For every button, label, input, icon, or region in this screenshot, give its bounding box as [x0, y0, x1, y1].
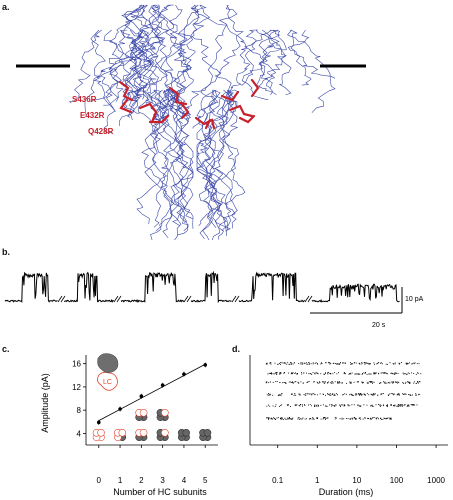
subunit-composition-icons — [92, 408, 212, 442]
y-tick-label: 12 — [72, 383, 81, 392]
scale-label-time: 20 s — [372, 322, 386, 329]
panel-label-a: a. — [2, 2, 10, 12]
channel-icon — [135, 408, 148, 422]
lc-subunit — [161, 408, 169, 417]
mutation-label-s436r: S436R — [72, 95, 97, 104]
panel-label-d: d. — [232, 344, 240, 354]
lc-subunit — [139, 408, 148, 417]
hc-subunit — [203, 428, 212, 437]
scale-label-current: 10 pA — [405, 296, 424, 303]
x-tick-label: 0.1 — [272, 476, 284, 485]
amplitude-level-events — [266, 393, 421, 396]
panel-label-c: c. — [2, 344, 10, 354]
x-tick-label: 1 — [315, 476, 320, 485]
protein-structure-figure — [16, 4, 366, 240]
amplitude-level-events — [266, 404, 418, 407]
lc-subunit — [118, 428, 127, 437]
x-tick-label: 4 — [182, 476, 187, 485]
channel-icon — [156, 428, 169, 442]
x-tick-label: 5 — [203, 476, 208, 485]
fit-line — [98, 363, 206, 421]
channel-icon — [156, 408, 169, 422]
hc-subunit — [182, 428, 190, 437]
x-tick-label: 100 — [390, 476, 404, 485]
amplitude-level-events — [267, 372, 422, 375]
x-tick-label: 1000 — [427, 476, 445, 485]
lc-subunit — [161, 428, 169, 437]
lc-inset-label: LC — [103, 379, 112, 386]
panel-label-b: b. — [2, 247, 10, 257]
current-trace — [4, 270, 400, 304]
hc-channel-inset — [97, 353, 119, 373]
channel-icon — [177, 428, 190, 442]
channel-icon — [135, 428, 148, 442]
x-tick-label: 3 — [160, 476, 165, 485]
mutation-label-e432r: E432R — [80, 111, 105, 120]
channel-icon — [199, 428, 212, 442]
amplitude-chart-marks — [96, 362, 208, 425]
protein-backbone — [68, 4, 336, 240]
x-tick-label: 2 — [139, 476, 144, 485]
y-tick-label: 8 — [77, 406, 82, 415]
break-marks — [57, 295, 313, 303]
x-tick-label: 0 — [97, 476, 102, 485]
duration-chart-axes: 0.1 1 10 100 1000 — [249, 355, 448, 485]
duration-x-axis-title: Duration (ms) — [319, 487, 374, 497]
duration-chart: 0.1 1 10 100 1000 Duration (ms) — [249, 355, 448, 497]
lc-subunit — [97, 428, 105, 437]
lc-channel-inset — [97, 371, 118, 391]
x-tick-label: 1 — [118, 476, 123, 485]
amplitude-y-axis-title: Amplitude (pA) — [40, 373, 50, 433]
channel-icon — [92, 428, 105, 442]
single-channel-trace: 10 pA 20 s — [4, 270, 424, 329]
amplitude-level-events — [265, 381, 421, 384]
channel-icon — [114, 428, 127, 442]
y-tick-label: 16 — [72, 360, 81, 369]
amplitude-x-axis-title: Number of HC subunits — [113, 487, 207, 497]
y-tick-label: 4 — [77, 429, 82, 438]
lc-subunit — [139, 428, 148, 437]
x-tick-label: 10 — [352, 476, 361, 485]
amplitude-level-events — [265, 362, 420, 365]
amplitude-level-events — [266, 417, 392, 420]
mutation-label-q428r: Q428R — [88, 127, 114, 136]
mutated-residues — [118, 78, 260, 130]
duration-chart-marks — [265, 362, 422, 420]
